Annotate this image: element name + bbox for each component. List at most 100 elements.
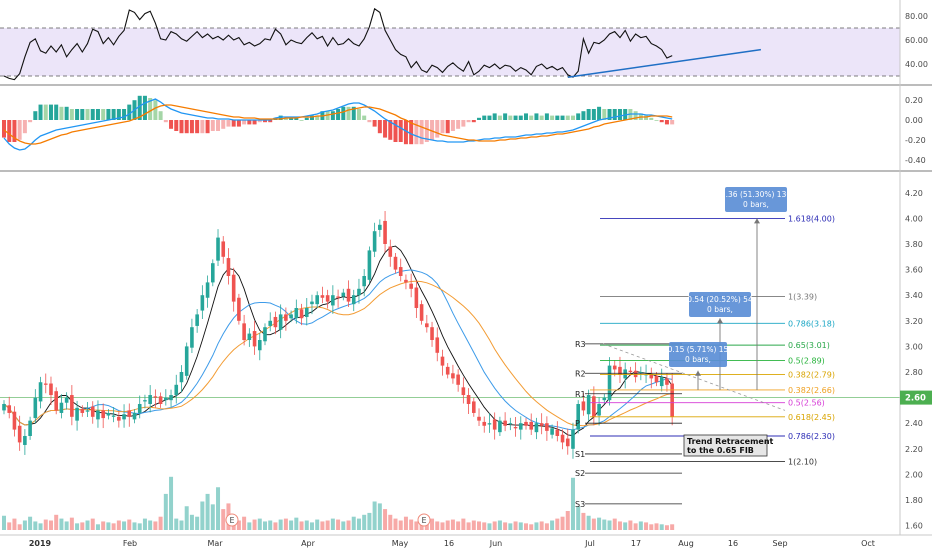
time-tick-label: Oct bbox=[861, 539, 875, 548]
measure-box-bars: 0 bars, bbox=[685, 355, 711, 364]
volume-bar bbox=[268, 520, 273, 530]
macd-tick-label: -0.20 bbox=[905, 136, 926, 145]
measure-box-value: 1.36 (51.30%) 136 bbox=[721, 190, 791, 199]
macd-histogram-bar bbox=[64, 106, 69, 120]
candle-body bbox=[153, 396, 158, 398]
moving-average-line bbox=[3, 280, 673, 427]
measure-box[interactable] bbox=[725, 187, 787, 212]
candle-body bbox=[211, 263, 215, 283]
macd-histogram-bar bbox=[372, 120, 377, 127]
price-tick-label: 4.20 bbox=[905, 189, 923, 198]
volume-bar bbox=[403, 516, 408, 530]
pivot-label: R3 bbox=[575, 340, 586, 349]
candle-body bbox=[367, 250, 372, 280]
measure-arrowhead bbox=[717, 318, 723, 324]
earnings-icon[interactable] bbox=[225, 513, 239, 527]
volume-bar bbox=[54, 514, 59, 530]
volume-bar bbox=[252, 519, 257, 530]
macd-tick-label: -0.40 bbox=[905, 156, 926, 165]
candle-body bbox=[341, 292, 346, 297]
measure-box-value: 0.54 (20.52%) 54 bbox=[687, 295, 753, 304]
annotation-note[interactable] bbox=[683, 434, 768, 457]
volume-bar bbox=[414, 521, 419, 530]
fib-trend-line bbox=[602, 343, 786, 411]
candle-body bbox=[487, 423, 492, 425]
volume-bar bbox=[560, 516, 565, 530]
candle-body bbox=[184, 346, 189, 376]
moving-average-line bbox=[3, 269, 673, 431]
macd-histogram-bar bbox=[612, 109, 617, 120]
macd-histogram-bar bbox=[90, 109, 95, 120]
macd-histogram-bar bbox=[341, 106, 346, 120]
candle-body bbox=[169, 395, 173, 401]
candle-body bbox=[231, 274, 236, 302]
candle-body bbox=[221, 241, 226, 257]
macd-histogram-bar bbox=[356, 109, 361, 120]
volume-bar bbox=[633, 523, 638, 530]
measure-box[interactable] bbox=[689, 292, 751, 317]
measure-box[interactable] bbox=[669, 342, 727, 367]
macd-histogram-bar bbox=[54, 104, 59, 120]
candle-body bbox=[85, 410, 90, 412]
macd-histogram-bar bbox=[69, 109, 74, 120]
volume-bar bbox=[294, 517, 299, 530]
candle-body bbox=[54, 391, 58, 411]
candle-body bbox=[132, 412, 137, 420]
macd-histogram-bar bbox=[137, 95, 142, 120]
macd-histogram-bar bbox=[184, 120, 189, 134]
volume-bar bbox=[492, 521, 497, 530]
macd-histogram-bar bbox=[163, 120, 168, 123]
fib-level-label: 1(3.39) bbox=[788, 292, 817, 301]
candle-body bbox=[289, 314, 293, 319]
macd-histogram-bar bbox=[226, 120, 231, 127]
volume-bar bbox=[539, 521, 544, 530]
volume-bar bbox=[398, 520, 403, 530]
time-tick-label: Sep bbox=[772, 539, 787, 548]
macd-signal-line bbox=[3, 104, 673, 145]
macd-histogram-bar bbox=[106, 109, 111, 120]
volume-bar bbox=[617, 521, 622, 530]
volume-bar bbox=[576, 506, 581, 530]
volume-bar bbox=[7, 522, 12, 530]
volume-bar bbox=[85, 520, 90, 530]
volume-bar bbox=[419, 522, 424, 530]
macd-histogram-bar bbox=[576, 113, 581, 120]
volume-bar bbox=[440, 522, 445, 530]
fib-level-label: 0.5(2.56) bbox=[788, 399, 825, 408]
candle-body bbox=[623, 369, 627, 379]
macd-histogram-bar bbox=[367, 120, 372, 123]
macd-histogram-bar bbox=[419, 120, 424, 145]
macd-histogram-bar bbox=[2, 120, 6, 138]
volume-bar bbox=[607, 520, 612, 530]
earnings-icon[interactable] bbox=[417, 513, 431, 527]
candle-body bbox=[75, 407, 79, 421]
pivot-label: S1 bbox=[575, 450, 585, 459]
candle-body bbox=[492, 419, 497, 430]
volume-bar bbox=[263, 521, 267, 530]
macd-histogram-bar bbox=[466, 120, 471, 123]
candle-body bbox=[96, 410, 100, 420]
rsi-band bbox=[0, 28, 900, 76]
candle-body bbox=[247, 333, 252, 340]
macd-histogram-bar bbox=[200, 120, 205, 134]
candle-body bbox=[435, 337, 440, 353]
volume-bar bbox=[529, 524, 534, 530]
pivot-label: R2 bbox=[575, 369, 586, 378]
price-tick-label: 3.60 bbox=[905, 266, 923, 275]
rsi-tick-label: 80.00 bbox=[905, 12, 928, 21]
rsi-trendline[interactable] bbox=[567, 48, 762, 78]
volume-bar bbox=[597, 517, 602, 530]
macd-histogram-bar bbox=[435, 120, 440, 138]
candle-body bbox=[659, 377, 664, 387]
earnings-marker-label: E bbox=[229, 516, 234, 525]
candle-body bbox=[618, 366, 622, 375]
volume-bar bbox=[581, 512, 586, 530]
macd-histogram-bar bbox=[597, 106, 602, 120]
pivot-label: S2 bbox=[575, 469, 585, 478]
macd-histogram-bar bbox=[174, 120, 179, 131]
volume-bar bbox=[383, 509, 388, 530]
candle-body bbox=[80, 409, 85, 413]
candle-body bbox=[445, 366, 450, 375]
